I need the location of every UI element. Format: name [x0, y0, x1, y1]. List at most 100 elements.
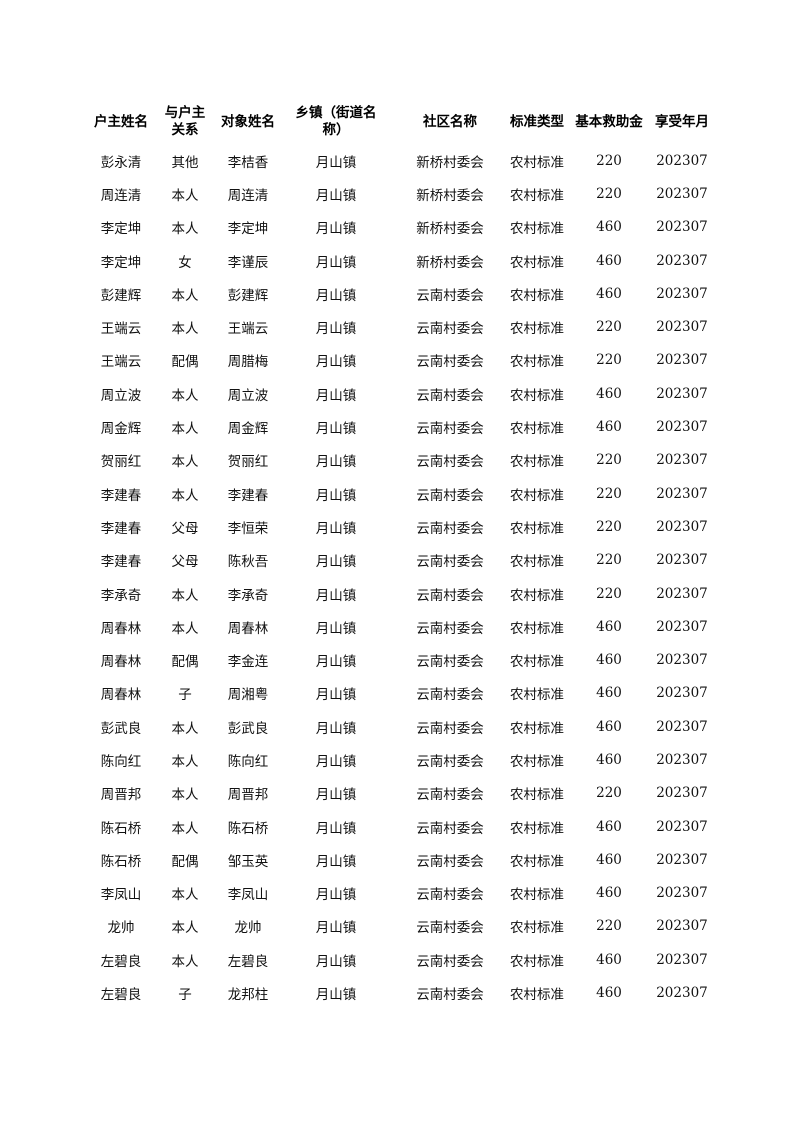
table-row: 陈石桥 本人 陈石桥 月山镇 云南村委会 农村标准 460 202307 [88, 810, 712, 843]
cell-standard-type: 农村标准 [510, 687, 564, 704]
cell-community: 云南村委会 [416, 620, 484, 637]
cell-relationship: 本人 [171, 221, 199, 238]
cell-householder-name: 周连清 [100, 187, 142, 204]
cell-standard-type: 农村标准 [510, 987, 564, 1004]
cell-recipient-name: 陈石桥 [227, 820, 269, 837]
relief-table: 户主姓名 与户主关系 对象姓名 乡镇（街道名称） 社区名称 标准类型 基本救助金 享受年月 彭… [88, 100, 712, 1010]
table-row: 李定坤 本人 李定坤 月山镇 新桥村委会 农村标准 460 202307 [88, 211, 712, 244]
table-row: 李凤山 本人 李凤山 月山镇 云南村委会 农村标准 460 202307 [88, 877, 712, 910]
cell-standard-type: 农村标准 [510, 254, 564, 271]
cell-householder-name: 彭武良 [100, 720, 142, 737]
cell-month: 202307 [656, 152, 708, 169]
cell-basic-aid: 220 [596, 518, 622, 535]
cell-householder-name: 周晋邦 [100, 787, 142, 804]
cell-township: 月山镇 [315, 820, 357, 837]
cell-township: 月山镇 [315, 720, 357, 737]
cell-householder-name: 陈向红 [100, 753, 142, 770]
cell-basic-aid: 220 [596, 319, 622, 336]
cell-standard-type: 农村标准 [510, 554, 564, 571]
cell-householder-name: 贺丽红 [100, 454, 142, 471]
cell-basic-aid: 220 [596, 185, 622, 202]
table-row: 陈石桥 配偶 邹玉英 月山镇 云南村委会 农村标准 460 202307 [88, 843, 712, 876]
cell-township: 月山镇 [315, 554, 357, 571]
cell-householder-name: 李承奇 [100, 587, 142, 604]
cell-month: 202307 [656, 252, 708, 269]
cell-householder-name: 龙帅 [107, 920, 135, 937]
table-row: 周金辉 本人 周金辉 月山镇 云南村委会 农村标准 460 202307 [88, 410, 712, 443]
table-row: 贺丽红 本人 贺丽红 月山镇 云南村委会 农村标准 220 202307 [88, 444, 712, 477]
cell-householder-name: 左碧良 [100, 987, 142, 1004]
cell-month: 202307 [656, 885, 708, 902]
cell-relationship: 本人 [171, 454, 199, 471]
cell-householder-name: 李建春 [100, 487, 142, 504]
cell-standard-type: 农村标准 [510, 187, 564, 204]
header-township: 乡镇（街道名称） [280, 100, 392, 144]
cell-community: 云南村委会 [416, 387, 484, 404]
cell-month: 202307 [656, 452, 708, 469]
cell-basic-aid: 220 [596, 352, 622, 369]
cell-basic-aid: 460 [596, 685, 622, 702]
cell-recipient-name: 李定坤 [227, 221, 269, 238]
cell-recipient-name: 周晋邦 [227, 787, 269, 804]
table-row: 李建春 本人 李建春 月山镇 云南村委会 农村标准 220 202307 [88, 477, 712, 510]
cell-householder-name: 王端云 [100, 354, 142, 371]
cell-relationship: 本人 [171, 753, 199, 770]
cell-township: 月山镇 [315, 787, 357, 804]
cell-relationship: 本人 [171, 387, 199, 404]
header-label: 户主姓名 [94, 113, 148, 130]
cell-township: 月山镇 [315, 387, 357, 404]
cell-recipient-name: 李凤山 [227, 887, 269, 904]
cell-relationship: 子 [178, 987, 192, 1004]
cell-month: 202307 [656, 285, 708, 302]
cell-relationship: 本人 [171, 321, 199, 338]
cell-township: 月山镇 [315, 221, 357, 238]
cell-community: 云南村委会 [416, 720, 484, 737]
cell-township: 月山镇 [315, 421, 357, 438]
cell-month: 202307 [656, 185, 708, 202]
cell-month: 202307 [656, 918, 708, 935]
cell-community: 云南村委会 [416, 354, 484, 371]
cell-month: 202307 [656, 319, 708, 336]
cell-recipient-name: 贺丽红 [227, 454, 269, 471]
table-row: 王端云 配偶 周腊梅 月山镇 云南村委会 农村标准 220 202307 [88, 344, 712, 377]
table-row: 周春林 配偶 李金连 月山镇 云南村委会 农村标准 460 202307 [88, 643, 712, 676]
cell-township: 月山镇 [315, 920, 357, 937]
cell-basic-aid: 460 [596, 985, 622, 1002]
table-row: 左碧良 本人 左碧良 月山镇 云南村委会 农村标准 460 202307 [88, 943, 712, 976]
cell-recipient-name: 周腊梅 [227, 354, 269, 371]
cell-basic-aid: 220 [596, 585, 622, 602]
cell-householder-name: 左碧良 [100, 953, 142, 970]
cell-basic-aid: 220 [596, 552, 622, 569]
cell-community: 云南村委会 [416, 853, 484, 870]
cell-standard-type: 农村标准 [510, 321, 564, 338]
cell-month: 202307 [656, 685, 708, 702]
cell-community: 云南村委会 [416, 654, 484, 671]
cell-basic-aid: 460 [596, 718, 622, 735]
cell-householder-name: 彭建辉 [100, 287, 142, 304]
cell-month: 202307 [656, 818, 708, 835]
cell-basic-aid: 460 [596, 652, 622, 669]
cell-township: 月山镇 [315, 587, 357, 604]
cell-month: 202307 [656, 785, 708, 802]
cell-month: 202307 [656, 385, 708, 402]
cell-relationship: 配偶 [171, 354, 199, 371]
cell-basic-aid: 220 [596, 152, 622, 169]
cell-relationship: 本人 [171, 287, 199, 304]
header-label: 对象姓名 [221, 113, 275, 130]
cell-relationship: 本人 [171, 787, 199, 804]
cell-month: 202307 [656, 985, 708, 1002]
cell-householder-name: 周春林 [100, 687, 142, 704]
header-relationship: 与户主关系 [154, 100, 216, 144]
cell-basic-aid: 220 [596, 785, 622, 802]
cell-recipient-name: 陈向红 [227, 753, 269, 770]
cell-community: 新桥村委会 [416, 154, 484, 171]
cell-householder-name: 李凤山 [100, 887, 142, 904]
cell-community: 云南村委会 [416, 687, 484, 704]
cell-standard-type: 农村标准 [510, 354, 564, 371]
cell-recipient-name: 李桔香 [227, 154, 269, 171]
cell-recipient-name: 李承奇 [227, 587, 269, 604]
cell-community: 云南村委会 [416, 587, 484, 604]
cell-recipient-name: 周连清 [227, 187, 269, 204]
cell-basic-aid: 460 [596, 419, 622, 436]
cell-community: 云南村委会 [416, 487, 484, 504]
